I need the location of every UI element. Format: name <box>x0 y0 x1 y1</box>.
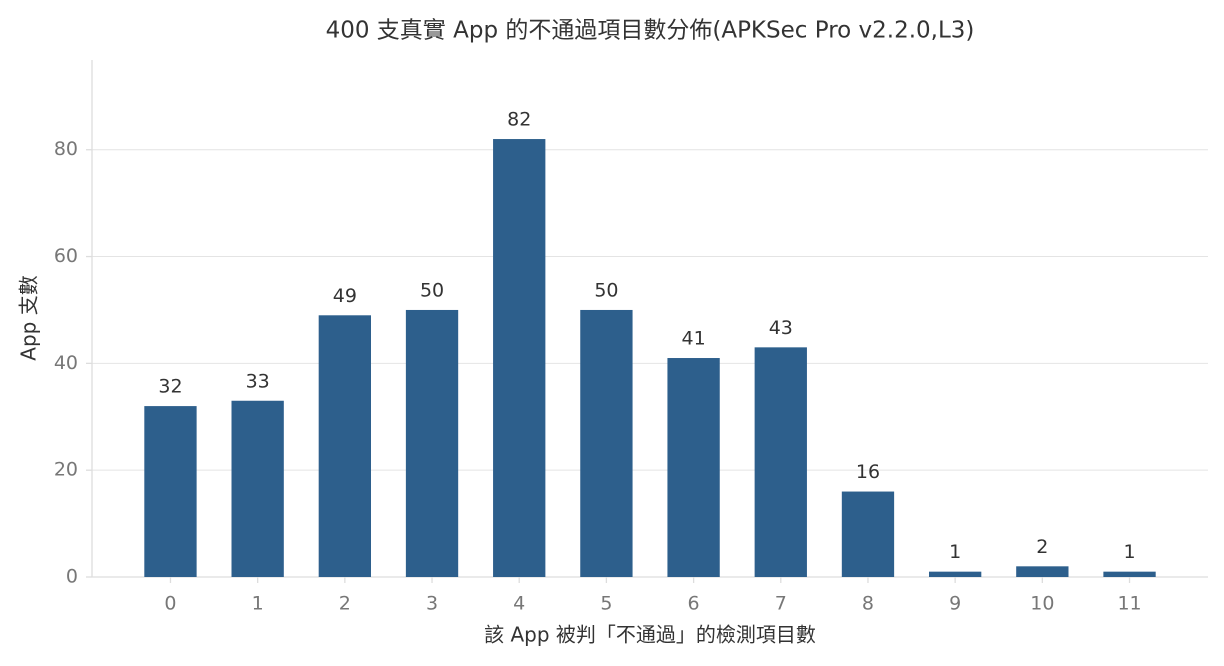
data-label: 82 <box>507 109 531 131</box>
bar <box>318 315 371 577</box>
x-tick-label: 9 <box>949 593 961 615</box>
data-label: 43 <box>769 317 793 339</box>
data-label: 50 <box>594 279 618 301</box>
data-label: 16 <box>856 461 880 483</box>
data-label: 50 <box>420 279 444 301</box>
x-tick-label: 7 <box>775 593 787 615</box>
x-tick-label: 10 <box>1030 593 1054 615</box>
x-tick-label: 2 <box>339 593 351 615</box>
x-tick-label: 8 <box>862 593 874 615</box>
data-label: 49 <box>333 285 357 307</box>
y-axis-label: App 支數 <box>17 275 41 360</box>
x-tick-label: 0 <box>164 593 176 615</box>
y-tick-label: 0 <box>66 566 78 588</box>
data-label: 1 <box>949 541 961 563</box>
x-tick-label: 11 <box>1117 593 1141 615</box>
y-tick-label: 80 <box>54 138 78 160</box>
bar <box>1016 566 1069 577</box>
x-axis-label: 該 App 被判「不通過」的檢測項目數 <box>484 623 816 647</box>
bar <box>405 309 459 577</box>
bar <box>667 358 720 577</box>
y-tick-label: 60 <box>54 245 78 267</box>
x-tick-label: 1 <box>252 593 264 615</box>
bar <box>929 571 982 577</box>
chart-title: 400 支真實 App 的不通過項目數分佈(APKSec Pro v2.2.0,… <box>326 18 975 44</box>
data-label: 33 <box>246 370 270 392</box>
x-tick-label: 6 <box>688 593 700 615</box>
x-tick-label: 5 <box>600 593 612 615</box>
bar <box>1103 571 1156 577</box>
x-tick-label: 3 <box>426 593 438 615</box>
data-label: 32 <box>158 376 182 398</box>
data-label: 1 <box>1123 541 1135 563</box>
data-label: 2 <box>1036 536 1048 558</box>
y-tick-label: 20 <box>54 459 78 481</box>
data-label: 41 <box>682 328 706 350</box>
y-tick-label: 40 <box>54 352 78 374</box>
bar <box>841 491 895 577</box>
bar <box>580 309 633 577</box>
x-tick-label: 4 <box>513 593 525 615</box>
bar <box>754 347 807 577</box>
bar <box>231 400 284 577</box>
bar <box>144 406 197 577</box>
bar <box>493 139 546 577</box>
